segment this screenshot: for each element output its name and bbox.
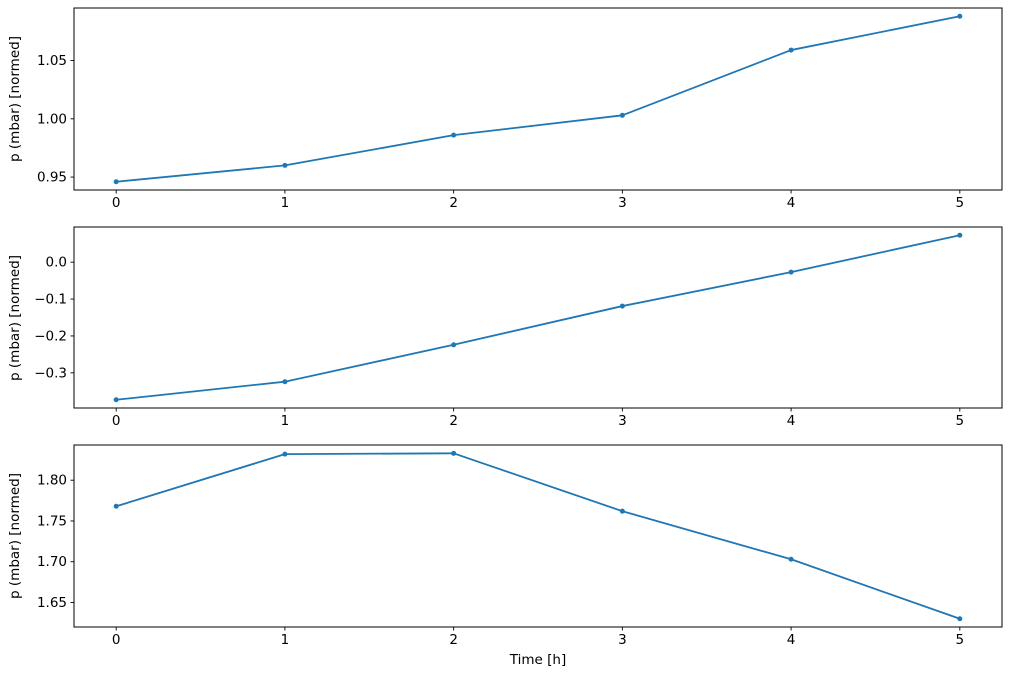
y-tick-label: −0.1 bbox=[34, 292, 67, 308]
x-tick-label: 5 bbox=[956, 413, 965, 429]
data-point bbox=[619, 112, 625, 118]
data-point bbox=[619, 508, 625, 514]
data-point bbox=[282, 162, 288, 168]
series-line bbox=[115, 234, 961, 401]
subplot-3-y-axis-label: p (mbar) [normed] bbox=[7, 473, 23, 599]
axes-border bbox=[73, 7, 1003, 191]
data-point bbox=[788, 556, 794, 562]
x-tick-label: 0 bbox=[112, 413, 121, 429]
x-tick-label: 3 bbox=[618, 195, 627, 211]
x-tick-label: 5 bbox=[956, 195, 965, 211]
y-tick-label: 1.80 bbox=[37, 473, 67, 489]
y-tick-label: −0.2 bbox=[34, 328, 67, 344]
axes-border bbox=[73, 444, 1003, 628]
x-tick-label: 4 bbox=[787, 632, 796, 648]
data-point bbox=[788, 269, 794, 275]
subplot-1-y-axis-label: p (mbar) [normed] bbox=[7, 36, 23, 162]
data-point bbox=[451, 132, 457, 138]
y-tick-label: 1.05 bbox=[37, 53, 67, 69]
data-point bbox=[957, 13, 963, 19]
subplot-1: 0 1 2 3 4 5 0.95 1.00 1.05 bbox=[37, 7, 1003, 211]
y-tick-label: 1.00 bbox=[37, 111, 67, 127]
series-line bbox=[115, 15, 961, 183]
x-tick-label: 0 bbox=[112, 632, 121, 648]
data-point bbox=[451, 342, 457, 348]
x-tick-label: 2 bbox=[449, 413, 458, 429]
y-tick-label: 1.70 bbox=[37, 554, 67, 570]
x-tick-label: 5 bbox=[956, 632, 965, 648]
y-tick-label: 0.0 bbox=[46, 255, 67, 271]
data-point bbox=[957, 616, 963, 622]
data-point bbox=[113, 503, 119, 509]
x-tick-label: 3 bbox=[618, 413, 627, 429]
x-tick-label: 0 bbox=[112, 195, 121, 211]
subplot-2-y-axis-label: p (mbar) [normed] bbox=[7, 255, 23, 381]
y-tick-label: −0.3 bbox=[34, 365, 67, 381]
data-point bbox=[113, 179, 119, 185]
subplot-3: 0 1 2 3 4 5 1.80 1.75 1.70 1.65 bbox=[37, 444, 1003, 648]
y-tick-label: 1.65 bbox=[37, 595, 67, 611]
data-point bbox=[788, 47, 794, 53]
data-point bbox=[619, 303, 625, 309]
data-point bbox=[282, 379, 288, 385]
x-tick-label: 4 bbox=[787, 195, 796, 211]
x-tick-label: 3 bbox=[618, 632, 627, 648]
data-point bbox=[113, 397, 119, 403]
x-tick-label: 2 bbox=[449, 195, 458, 211]
y-tick-label: 1.75 bbox=[37, 513, 67, 529]
data-point bbox=[282, 451, 288, 457]
x-tick-label: 1 bbox=[281, 413, 290, 429]
y-tick-label: 0.95 bbox=[37, 170, 67, 186]
x-tick-label: 1 bbox=[281, 632, 290, 648]
subplot-2: 0 1 2 3 4 5 0.0 −0.1 −0.2 −0.3 bbox=[34, 226, 1003, 429]
axes-border bbox=[73, 226, 1003, 409]
data-point bbox=[957, 232, 963, 238]
x-tick-label: 4 bbox=[787, 413, 796, 429]
series-line bbox=[115, 452, 961, 620]
x-tick-label: 2 bbox=[449, 632, 458, 648]
x-tick-label: 1 bbox=[281, 195, 290, 211]
data-point bbox=[451, 450, 457, 456]
x-axis-label: Time [h] bbox=[509, 652, 567, 668]
